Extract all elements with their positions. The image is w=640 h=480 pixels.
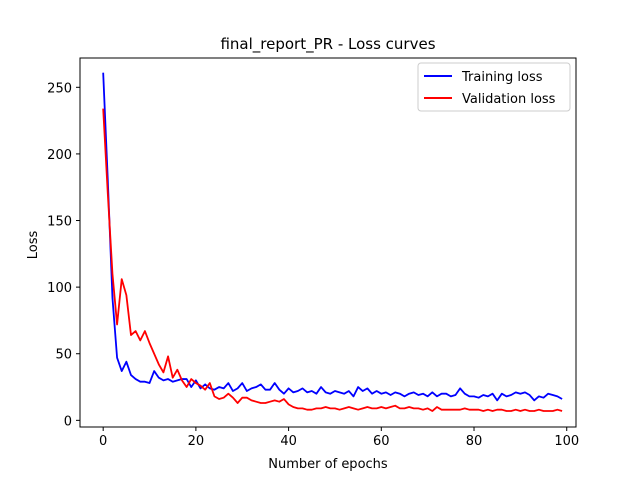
plot-area: 0 20 40 60 80 100 0 50 100 150 200 250 xyxy=(47,57,579,449)
x-tick-label: 100 xyxy=(554,434,579,449)
x-tick-label: 20 xyxy=(188,434,205,449)
y-tick-label: 250 xyxy=(47,81,72,96)
y-tick-label: 50 xyxy=(55,348,72,363)
series-line-validation-loss xyxy=(102,108,563,412)
legend: Training loss Validation loss xyxy=(417,62,571,112)
legend-box xyxy=(417,62,571,112)
y-tick-label: 0 xyxy=(64,414,72,429)
legend-label-validation-loss: Validation loss xyxy=(462,92,556,107)
x-tick-label: 60 xyxy=(373,434,390,449)
chart-title: final_report_PR - Loss curves xyxy=(220,35,435,54)
y-axis-label: Loss xyxy=(26,231,41,260)
x-tick-label: 0 xyxy=(99,434,107,449)
legend-label-training-loss: Training loss xyxy=(461,70,543,85)
y-tick-label: 150 xyxy=(47,215,72,230)
series-line-training-loss xyxy=(102,72,563,402)
y-tick-label: 100 xyxy=(47,281,72,296)
y-tick-label: 200 xyxy=(47,148,72,163)
x-tick-label: 80 xyxy=(466,434,483,449)
plot-frame xyxy=(79,57,577,428)
x-axis-label: Number of epochs xyxy=(268,457,388,472)
x-tick-label: 40 xyxy=(280,434,297,449)
